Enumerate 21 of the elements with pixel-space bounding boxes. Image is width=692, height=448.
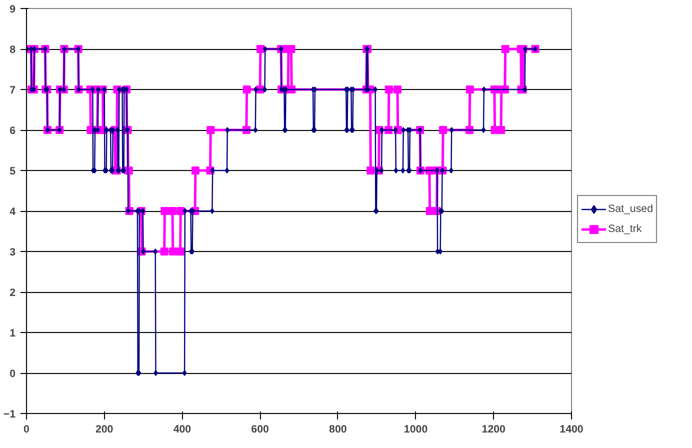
- x-tick-label: 1400: [560, 424, 584, 436]
- x-tick-label: 800: [329, 424, 347, 436]
- y-tick-label: 7: [10, 84, 16, 96]
- x-tick-label: 600: [251, 424, 270, 436]
- y-tick-label: 3: [10, 246, 16, 258]
- y-tick-label: 0: [10, 368, 16, 380]
- legend-label: Sat_used: [608, 203, 654, 215]
- x-tick-label: 400: [173, 424, 192, 436]
- x-tick-label: 1200: [482, 424, 506, 436]
- y-tick-label: 4: [10, 206, 16, 218]
- legend-label: Sat_trk: [608, 223, 642, 235]
- y-tick-label: −1: [3, 408, 16, 420]
- y-tick-label: 8: [10, 44, 16, 56]
- y-tick-label: 6: [10, 125, 16, 137]
- y-tick-label: 2: [10, 287, 16, 299]
- y-tick-label: 5: [10, 166, 16, 178]
- y-tick-label: 9: [10, 4, 16, 16]
- x-tick-label: 0: [24, 424, 30, 436]
- x-tick-label: 1000: [404, 424, 428, 436]
- x-tick-label: 200: [95, 424, 114, 436]
- y-tick-label: 1: [10, 328, 16, 340]
